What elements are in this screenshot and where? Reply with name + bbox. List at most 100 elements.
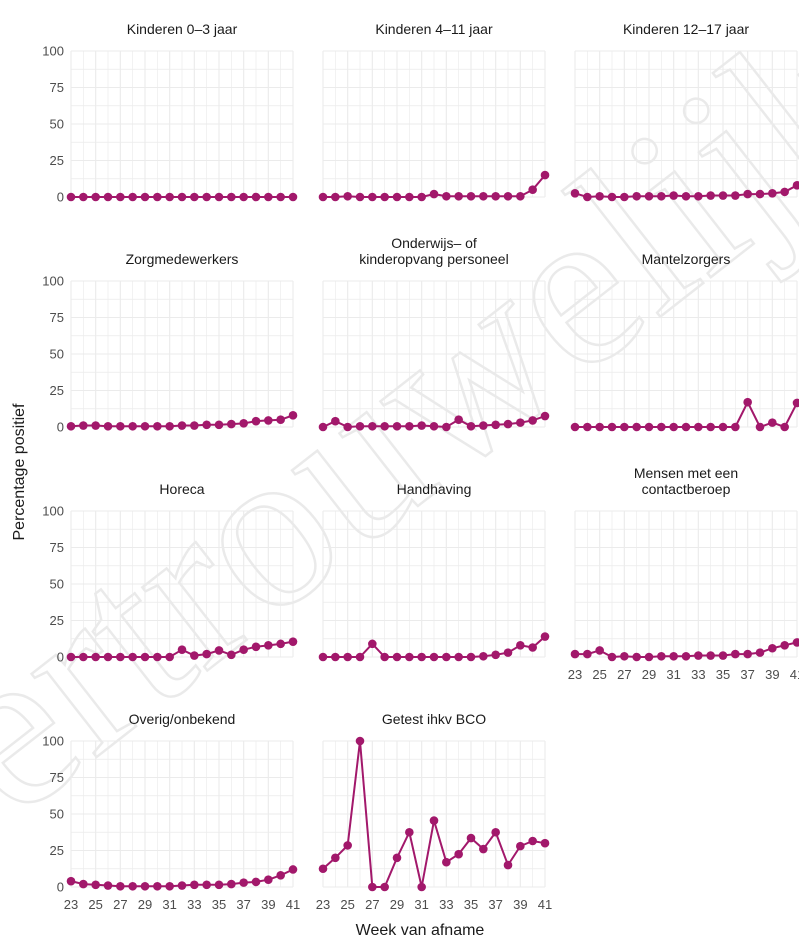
data-point xyxy=(79,652,88,662)
data-point xyxy=(540,170,550,180)
data-point xyxy=(743,189,752,199)
data-point xyxy=(417,652,426,662)
data-point xyxy=(368,421,377,431)
data-point xyxy=(331,853,340,863)
facet-panel: Mantelzorgers xyxy=(570,251,799,432)
x-tick-label: 33 xyxy=(187,897,201,912)
data-point xyxy=(276,639,285,649)
data-point xyxy=(202,880,211,890)
data-point xyxy=(264,192,273,202)
data-point xyxy=(66,876,76,886)
data-point xyxy=(392,652,402,662)
data-point xyxy=(380,882,389,892)
data-point xyxy=(768,643,777,653)
y-tick-label: 75 xyxy=(50,80,64,95)
y-tick-label: 0 xyxy=(57,190,64,205)
data-point xyxy=(153,192,162,202)
y-tick-label: 75 xyxy=(50,310,64,325)
data-point xyxy=(66,652,76,662)
data-point xyxy=(792,181,799,190)
data-point xyxy=(91,192,100,202)
x-tick-label: 27 xyxy=(617,667,631,682)
data-point xyxy=(79,421,88,430)
data-point xyxy=(503,648,513,657)
y-tick-label: 75 xyxy=(50,540,64,555)
data-point xyxy=(153,652,162,662)
x-tick-label: 27 xyxy=(113,897,127,912)
data-point xyxy=(190,421,199,430)
data-point xyxy=(140,652,150,662)
data-point xyxy=(792,638,799,647)
data-point xyxy=(331,652,340,662)
data-point xyxy=(607,422,617,432)
data-point xyxy=(140,881,150,891)
data-point xyxy=(318,652,328,662)
data-point xyxy=(620,422,629,432)
data-point xyxy=(583,649,592,659)
data-point xyxy=(288,411,298,420)
data-point xyxy=(755,422,765,432)
data-point xyxy=(706,422,715,432)
data-point xyxy=(227,650,236,660)
data-point xyxy=(276,192,285,202)
data-point xyxy=(731,649,740,659)
facet-panel: Kinderen 0–3 jaar 0 25 50 75 100 xyxy=(42,21,298,205)
panel-title: Getest ihkv BCO xyxy=(382,711,486,727)
x-tick-label: 41 xyxy=(286,897,300,912)
panel-title: contactberoep xyxy=(642,481,731,497)
data-point xyxy=(491,650,500,660)
data-point xyxy=(570,649,580,659)
data-point xyxy=(657,191,666,201)
data-point xyxy=(454,415,463,425)
y-tick-label: 0 xyxy=(57,420,64,435)
data-point xyxy=(540,632,550,641)
data-point xyxy=(620,192,629,202)
data-point xyxy=(177,192,187,202)
data-point xyxy=(251,877,261,887)
data-point xyxy=(644,191,654,201)
data-point xyxy=(190,651,199,660)
data-point xyxy=(417,882,426,892)
data-point xyxy=(214,880,224,890)
data-point xyxy=(681,191,691,201)
x-tick-label: 23 xyxy=(568,667,582,682)
data-point xyxy=(516,841,525,851)
x-tick-label: 25 xyxy=(340,897,354,912)
data-point xyxy=(694,191,703,201)
data-point xyxy=(214,192,224,202)
data-point xyxy=(583,192,592,202)
data-point xyxy=(454,191,463,201)
data-point xyxy=(128,652,137,662)
facet-panel: Zorgmedewerkers 0 25 50 75 100 xyxy=(42,251,298,435)
data-point xyxy=(140,192,150,202)
data-point xyxy=(355,192,365,202)
data-point xyxy=(644,652,654,662)
data-point xyxy=(368,882,377,892)
data-point xyxy=(227,192,236,202)
data-point xyxy=(380,421,389,431)
data-point xyxy=(528,643,537,652)
data-point xyxy=(570,422,580,432)
data-point xyxy=(731,422,740,432)
x-tick-label: 31 xyxy=(666,667,680,682)
data-point xyxy=(239,878,248,887)
data-point xyxy=(153,421,162,431)
data-point xyxy=(153,881,162,891)
data-point xyxy=(177,645,187,654)
data-point xyxy=(202,192,211,202)
data-point xyxy=(355,652,365,662)
data-point xyxy=(442,191,451,201)
data-point xyxy=(503,860,513,870)
data-point xyxy=(681,422,691,432)
x-tick-label: 37 xyxy=(236,897,250,912)
data-point xyxy=(368,639,377,649)
data-point xyxy=(479,844,488,854)
data-point xyxy=(780,422,789,432)
x-tick-label: 33 xyxy=(691,667,705,682)
data-point xyxy=(491,191,500,201)
x-tick-label: 35 xyxy=(212,897,226,912)
data-point xyxy=(103,421,113,431)
data-point xyxy=(429,189,439,199)
